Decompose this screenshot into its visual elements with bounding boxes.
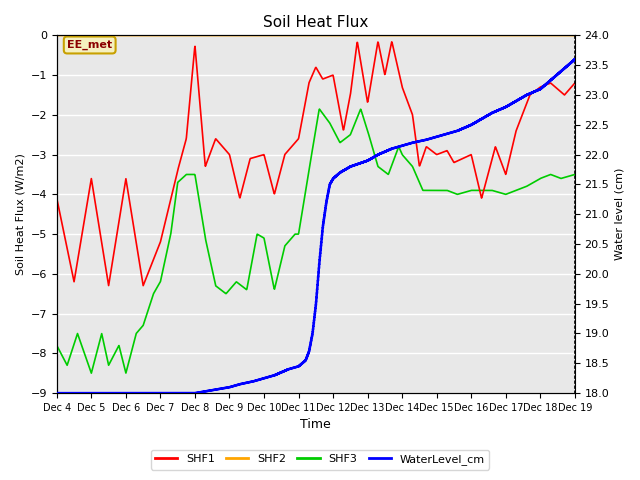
Text: EE_met: EE_met	[67, 40, 112, 50]
Y-axis label: Soil Heat Flux (W/m2): Soil Heat Flux (W/m2)	[15, 153, 25, 275]
Title: Soil Heat Flux: Soil Heat Flux	[263, 15, 369, 30]
Y-axis label: Water level (cm): Water level (cm)	[615, 168, 625, 261]
Legend: SHF1, SHF2, SHF3, WaterLevel_cm: SHF1, SHF2, SHF3, WaterLevel_cm	[151, 450, 489, 469]
X-axis label: Time: Time	[300, 419, 331, 432]
